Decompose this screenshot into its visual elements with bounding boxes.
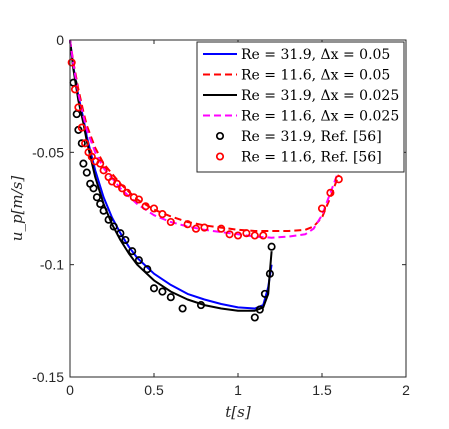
data-point-s6-33 — [334, 175, 343, 184]
data-point-s6-21 — [166, 217, 175, 227]
legend-label-2: Re = 11.6, Δx = 0.05 — [241, 68, 390, 84]
data-point-s5-23 — [196, 301, 206, 310]
data-point-s6-32 — [326, 188, 335, 197]
x-tick-label: 0.5 — [144, 382, 164, 398]
data-point-s5-9 — [92, 193, 101, 202]
y-tick-label: -0.1 — [40, 257, 64, 273]
data-point-s5-13 — [109, 222, 118, 231]
data-point-s6-13 — [112, 179, 122, 188]
data-point-s6-30 — [259, 231, 268, 240]
legend-label-3: Re = 31.9, Δx = 0.025 — [241, 88, 399, 104]
data-point-s6-28 — [242, 229, 251, 238]
data-point-s6-22 — [183, 220, 192, 229]
x-axis-label: t[s] — [225, 403, 251, 421]
legend: Re = 31.9, Δx = 0.05 Re = 11.6, Δx = 0.05… — [196, 41, 405, 173]
data-point-s5-17 — [134, 256, 143, 265]
data-point-s6-5 — [81, 139, 90, 148]
series-line-2 — [69, 39, 340, 232]
data-point-s5-22 — [178, 304, 187, 313]
x-tick-label: 2 — [402, 382, 410, 398]
data-point-s5-6 — [82, 168, 91, 177]
data-point-s5-5 — [79, 159, 88, 168]
data-point-s5-25 — [255, 305, 264, 314]
data-point-s6-14 — [118, 184, 127, 193]
data-point-s5-21 — [166, 293, 175, 302]
data-point-s5-14 — [116, 229, 125, 238]
data-point-s6-9 — [96, 159, 105, 168]
data-point-s6-3 — [74, 103, 83, 112]
data-point-s5-26 — [260, 289, 269, 298]
data-point-s5-10 — [96, 199, 105, 209]
data-point-s6-25 — [217, 224, 226, 233]
data-point-s5-18 — [143, 265, 152, 274]
x-tick-label: 0 — [66, 382, 74, 398]
data-point-s5-12 — [104, 215, 113, 224]
data-point-s5-27 — [265, 269, 274, 278]
data-point-s6-23 — [191, 224, 201, 233]
data-point-s5-11 — [99, 206, 108, 215]
data-point-s6-2 — [70, 85, 80, 94]
axes-layer: 0 0.5 1 1.5 2 0 -0.05 -0.1 -0.15 — [32, 32, 410, 398]
data-point-s6-27 — [233, 231, 243, 240]
data-point-s6-18 — [141, 202, 150, 211]
data-point-s6-31 — [317, 204, 327, 213]
x-tick-label: 1.5 — [312, 382, 332, 398]
data-point-s6-15 — [123, 188, 132, 197]
y-axis-label: u_p[m/s] — [8, 176, 26, 242]
data-point-s6-4 — [77, 123, 86, 132]
data-point-s5-16 — [128, 247, 137, 256]
data-point-s5-28 — [267, 242, 276, 251]
data-point-s5-24 — [250, 313, 259, 322]
y-tick-label: 0 — [56, 32, 64, 48]
data-point-s5-4 — [77, 139, 86, 148]
data-point-s5-8 — [89, 184, 98, 193]
legend-label-6: Re = 11.6, Ref. [56] — [241, 150, 382, 166]
data-point-s6-17 — [134, 195, 143, 204]
legend-box — [196, 41, 405, 173]
x-tick-label: 1 — [234, 382, 242, 398]
legend-label-4: Re = 11.6, Δx = 0.025 — [241, 109, 399, 125]
legend-label-1: Re = 31.9, Δx = 0.05 — [241, 47, 390, 63]
data-point-s5-15 — [121, 235, 130, 245]
data-point-s6-1 — [67, 58, 76, 67]
legend-swatch-6 — [215, 152, 225, 161]
data-point-s6-29 — [250, 231, 259, 240]
series-layer — [67, 39, 343, 322]
legend-swatch-5 — [215, 131, 225, 141]
data-point-s5-19 — [149, 284, 159, 293]
data-point-s5-20 — [158, 287, 167, 296]
data-point-s6-10 — [99, 166, 108, 175]
data-point-s6-19 — [149, 204, 159, 213]
data-point-s6-20 — [158, 210, 167, 219]
data-point-s6-26 — [225, 230, 234, 239]
legend-label-5: Re = 31.9, Ref. [56] — [241, 129, 382, 145]
y-tick-label: -0.15 — [32, 369, 64, 385]
y-tick-label: -0.05 — [32, 144, 64, 160]
data-point-s6-24 — [200, 223, 209, 232]
